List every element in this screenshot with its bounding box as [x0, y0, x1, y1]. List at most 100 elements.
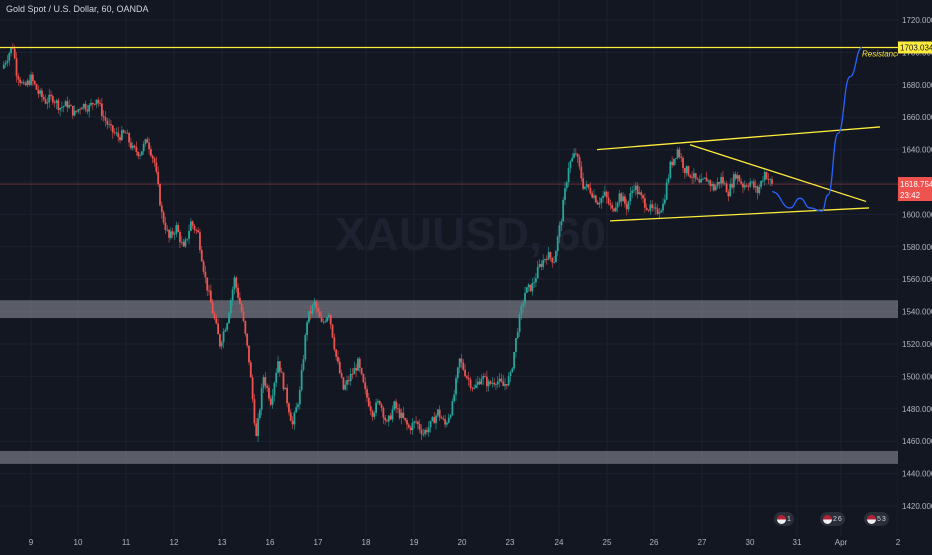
candle-body — [222, 331, 225, 343]
candle-body — [228, 313, 230, 324]
price-tick-label: 1460.000 — [902, 437, 932, 446]
candle-body — [373, 412, 376, 417]
candle-body — [269, 398, 272, 405]
candle-body — [111, 125, 114, 133]
candle-body — [226, 323, 229, 330]
candle-body — [618, 193, 621, 203]
candle-body — [280, 371, 283, 373]
time-tick-label: 12 — [170, 538, 179, 547]
candle-body — [426, 429, 428, 433]
support-zones[interactable] — [0, 300, 898, 464]
time-tick-label: 25 — [603, 538, 612, 547]
event-badge[interactable]: 1 — [774, 512, 794, 526]
time-axis[interactable]: 9 10 11 12 13 16 17 18 19 20 23 24 25 26 27 30 31 Apr 2 — [0, 536, 932, 550]
candle-body — [286, 387, 289, 404]
event-count: 6 — [837, 515, 842, 523]
event-count: 1 — [787, 515, 791, 523]
candle-body — [620, 193, 623, 202]
candle-body — [204, 271, 207, 278]
candle-body — [26, 80, 29, 86]
symbol-watermark: XAUUSD, 60 — [335, 208, 606, 260]
candle-body — [634, 185, 637, 190]
candle-body — [424, 429, 427, 435]
candle-body — [642, 195, 644, 199]
price-tick-label: 1420.000 — [902, 502, 932, 511]
candle-body — [300, 369, 303, 391]
candle-body — [560, 221, 563, 226]
candle-body — [95, 99, 98, 105]
candle-body — [544, 259, 546, 261]
candle-body — [678, 149, 681, 157]
candle-body — [21, 82, 23, 84]
trendline-lower[interactable] — [609, 207, 870, 222]
projection-path[interactable] — [771, 46, 863, 212]
trendline-upper[interactable] — [596, 126, 881, 151]
candle-body — [362, 373, 365, 383]
candle-body — [600, 198, 603, 203]
candle-body — [171, 231, 174, 235]
candle-body — [614, 207, 617, 212]
candle-body — [61, 107, 63, 109]
candle-body — [522, 303, 525, 307]
candle-body — [525, 287, 528, 293]
candle-body — [758, 186, 761, 194]
candle-body — [342, 377, 345, 390]
candle-body — [553, 262, 555, 264]
candle-body — [73, 110, 76, 116]
candle-body — [215, 318, 218, 324]
candle-body — [179, 231, 181, 243]
event-count: 2 — [833, 515, 837, 523]
support-zone[interactable] — [0, 300, 898, 319]
us-flag-icon — [777, 514, 786, 524]
price-axis[interactable]: 1420.000 1440.000 1460.000 1480.000 1500.000… — [898, 0, 932, 550]
candle-body — [515, 338, 517, 353]
drawings[interactable]: Resistance — [0, 46, 902, 222]
candle-body — [627, 201, 630, 210]
candle-body — [509, 371, 512, 377]
candle-body — [71, 105, 74, 116]
candle-body — [756, 186, 759, 194]
candle-body — [81, 107, 83, 110]
candle-body — [315, 301, 318, 309]
candle-body — [660, 210, 663, 213]
candle-body — [39, 90, 42, 94]
candle-body — [175, 224, 178, 234]
candle-body — [387, 415, 390, 422]
candle-body — [767, 179, 770, 180]
candle-body — [444, 419, 447, 425]
candle-body — [88, 105, 91, 112]
candle-body — [409, 427, 412, 431]
price-tick-label: 1600.000 — [902, 210, 932, 219]
candle-body — [248, 345, 250, 363]
candle-body — [564, 188, 566, 201]
candle-body — [28, 80, 31, 85]
candle-body — [531, 283, 534, 292]
candle-body — [427, 427, 430, 433]
candle-body — [476, 381, 479, 385]
candle-body — [173, 233, 176, 235]
support-zone[interactable] — [0, 450, 898, 464]
candle-body — [50, 94, 52, 97]
candle-body — [751, 181, 753, 183]
candle-body — [485, 376, 488, 387]
price-tick-label: 1540.000 — [902, 308, 932, 317]
candle-body — [712, 184, 715, 191]
candle-body — [565, 182, 568, 189]
candle-body — [133, 145, 136, 148]
candle-body — [705, 177, 708, 182]
candle-body — [164, 222, 167, 230]
candle-body — [113, 132, 116, 134]
candle-body — [318, 311, 321, 318]
candle-body — [446, 422, 448, 425]
candle-body — [271, 395, 274, 405]
candle-body — [260, 387, 263, 410]
candle-body — [326, 317, 328, 322]
candle-body — [306, 322, 308, 336]
candle-body — [736, 175, 739, 179]
trendline-falling[interactable] — [689, 144, 867, 203]
